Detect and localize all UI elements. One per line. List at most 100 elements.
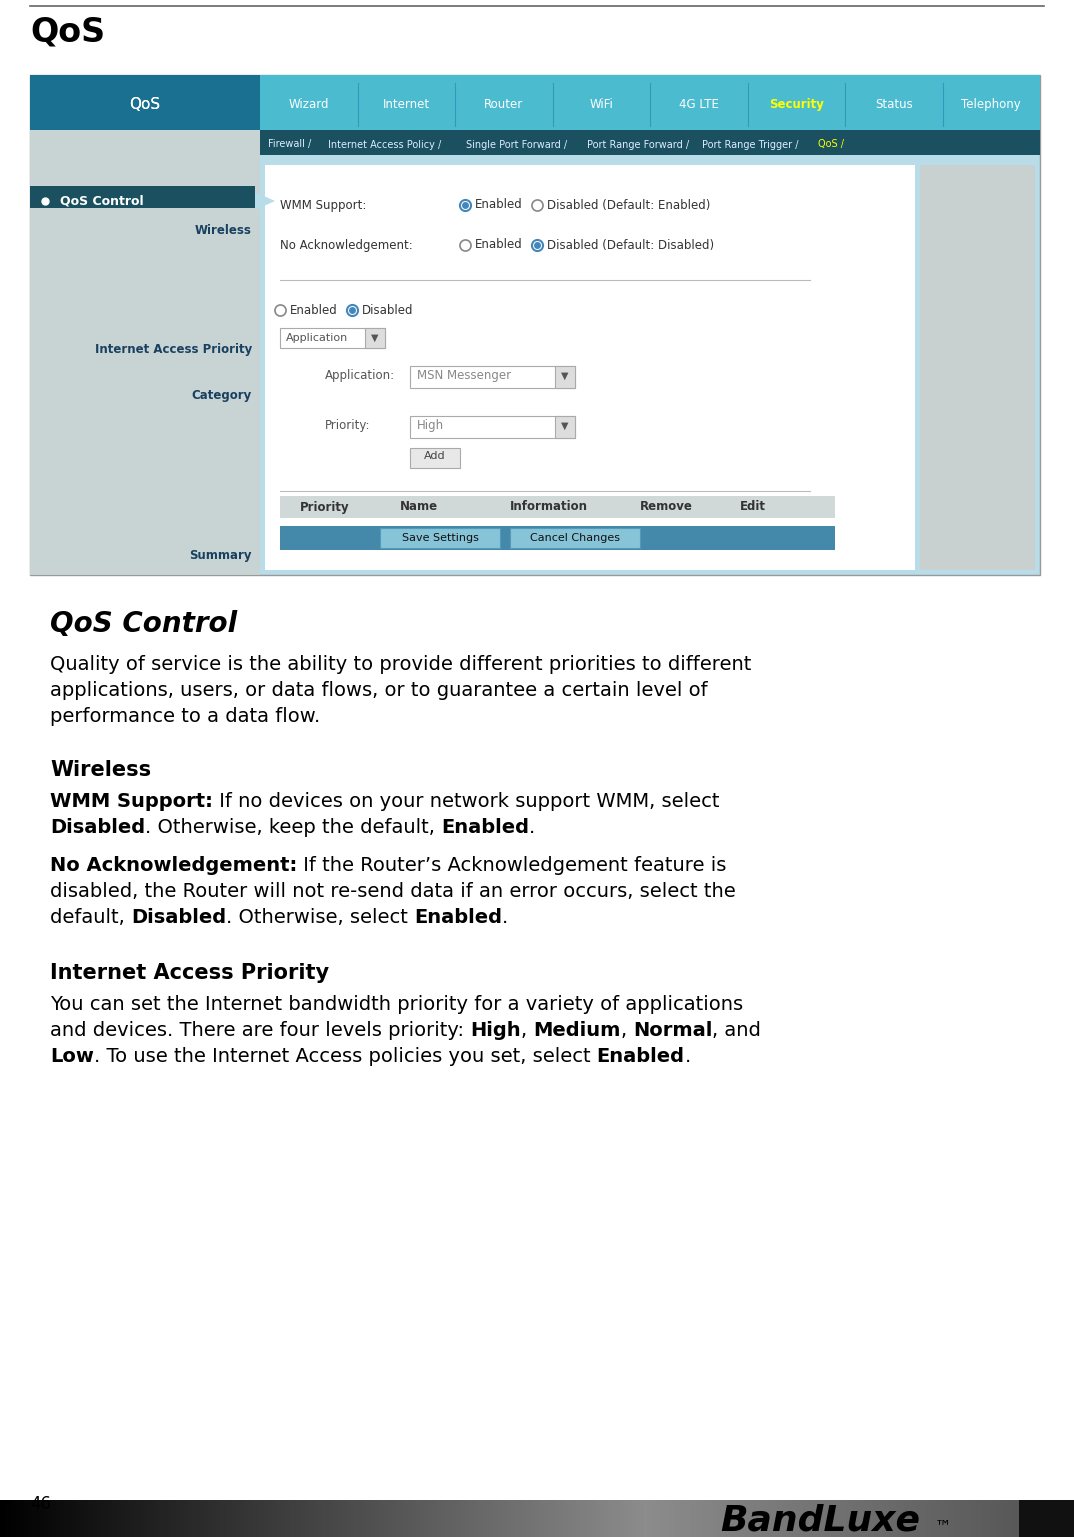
Bar	[801, 1500, 804, 1537]
Bar	[911, 1500, 914, 1537]
Bar	[1014, 1500, 1017, 1537]
Bar	[638, 1500, 641, 1537]
Bar	[769, 1500, 772, 1537]
Bar	[969, 1500, 972, 1537]
Bar	[354, 1500, 358, 1537]
Bar	[1072, 1500, 1074, 1537]
Bar	[247, 1500, 250, 1537]
Bar	[511, 1500, 514, 1537]
Text: Internet: Internet	[382, 98, 430, 111]
Bar	[711, 1500, 714, 1537]
Bar	[221, 1500, 224, 1537]
Bar	[636, 1500, 639, 1537]
Bar	[829, 1500, 832, 1537]
Bar	[88, 1500, 91, 1537]
Bar	[477, 1500, 480, 1537]
Bar	[110, 1500, 113, 1537]
Bar	[745, 1500, 749, 1537]
Bar	[528, 1500, 532, 1537]
Bar	[4, 1500, 8, 1537]
Bar	[466, 1500, 469, 1537]
Bar	[397, 1500, 401, 1537]
Bar	[473, 1500, 476, 1537]
Bar	[681, 1500, 684, 1537]
Bar	[41, 1500, 44, 1537]
Bar	[45, 1500, 48, 1537]
Bar	[73, 1500, 76, 1537]
Bar	[516, 1500, 519, 1537]
Bar	[881, 1500, 884, 1537]
Bar	[30, 186, 255, 207]
Text: No Acknowledgement:: No Acknowledgement:	[50, 856, 297, 875]
Bar	[827, 1500, 830, 1537]
Bar	[187, 1500, 190, 1537]
Bar	[825, 1500, 828, 1537]
Bar	[140, 1500, 143, 1537]
Bar	[870, 1500, 873, 1537]
Bar	[376, 1500, 379, 1537]
Bar	[21, 1500, 25, 1537]
Text: Medium: Medium	[534, 1021, 621, 1041]
Bar	[634, 1500, 637, 1537]
Text: Cancel Changes: Cancel Changes	[529, 533, 620, 543]
Text: Internet Access Policy /: Internet Access Policy /	[329, 140, 445, 149]
Bar	[651, 1500, 654, 1537]
Bar	[174, 1500, 177, 1537]
Bar	[692, 1500, 695, 1537]
Bar	[616, 1500, 620, 1537]
Bar	[851, 1500, 854, 1537]
Bar	[490, 1500, 493, 1537]
Text: Low: Low	[50, 1047, 93, 1067]
Text: Disabled: Disabled	[131, 908, 227, 927]
Bar	[213, 1500, 216, 1537]
Bar	[292, 1500, 295, 1537]
Text: Enabled: Enabled	[597, 1047, 685, 1067]
Bar	[962, 1500, 966, 1537]
Bar	[956, 1500, 959, 1537]
Bar	[230, 1500, 233, 1537]
Bar	[739, 1500, 742, 1537]
Bar	[118, 1500, 121, 1537]
Bar	[266, 1500, 270, 1537]
Bar	[928, 1500, 931, 1537]
Bar	[653, 1500, 656, 1537]
Bar	[280, 526, 834, 550]
Bar	[679, 1500, 682, 1537]
Bar	[365, 1500, 368, 1537]
Bar	[576, 1500, 579, 1537]
Bar	[395, 1500, 398, 1537]
Bar	[447, 1500, 450, 1537]
Bar	[9, 1500, 12, 1537]
Bar	[26, 1500, 29, 1537]
Bar	[337, 1500, 340, 1537]
Bar	[189, 1500, 192, 1537]
Text: Disabled (Default: Disabled): Disabled (Default: Disabled)	[547, 238, 714, 252]
Bar	[365, 327, 384, 347]
Bar	[775, 1500, 779, 1537]
Bar	[808, 1500, 811, 1537]
Bar	[780, 1500, 783, 1537]
Bar	[494, 1500, 497, 1537]
Bar	[112, 1500, 115, 1537]
Bar	[823, 1500, 826, 1537]
Bar	[859, 1500, 862, 1537]
Bar	[1061, 1500, 1064, 1537]
Bar	[741, 1500, 744, 1537]
Bar	[586, 1500, 590, 1537]
Bar	[595, 1500, 598, 1537]
Bar	[236, 1500, 240, 1537]
Bar	[470, 1500, 474, 1537]
Bar	[1016, 1500, 1019, 1537]
Bar	[543, 1500, 547, 1537]
Bar	[1029, 1500, 1032, 1537]
Bar	[958, 1500, 961, 1537]
Bar	[694, 1500, 697, 1537]
Bar	[142, 1500, 145, 1537]
Bar	[54, 1500, 57, 1537]
Bar	[0, 1500, 3, 1537]
Bar	[971, 1500, 974, 1537]
Bar	[883, 1500, 886, 1537]
Text: Status: Status	[875, 98, 913, 111]
Bar	[260, 1500, 263, 1537]
Bar	[505, 1500, 508, 1537]
